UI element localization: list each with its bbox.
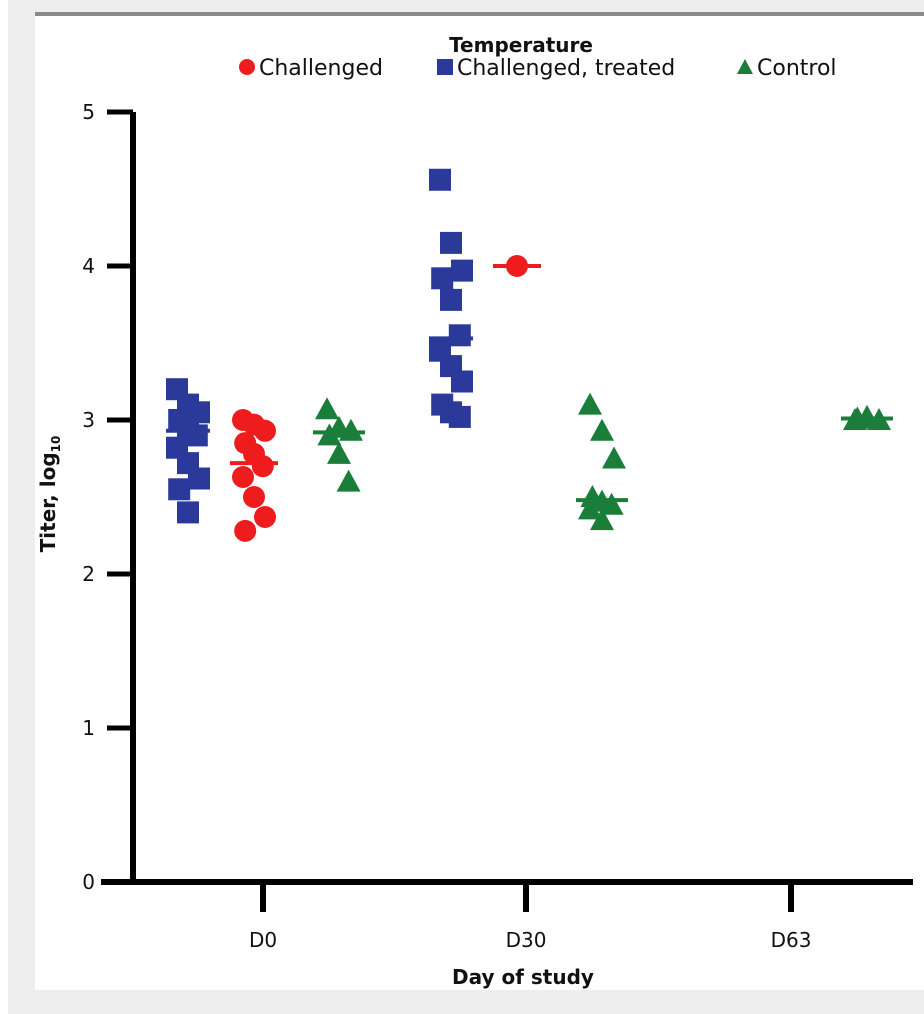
top-rule (35, 12, 924, 16)
data-point (315, 397, 339, 420)
data-point (188, 467, 210, 490)
y-axis-title-main: Titer, log (36, 452, 60, 552)
plot-panel: Temperature Challenged Challenged, treat… (35, 16, 924, 990)
y-tick-label: 0 (82, 870, 95, 894)
legend-title: Temperature (449, 33, 593, 57)
data-point (440, 288, 462, 311)
data-point (451, 370, 473, 393)
data-point (440, 231, 462, 254)
legend-challenged-marker (239, 59, 255, 75)
data-point (243, 486, 265, 508)
data-point (185, 424, 208, 447)
data-point (448, 405, 471, 428)
data-point (168, 478, 191, 501)
data-point (251, 455, 274, 478)
y-ticks: 0 1 2 3 4 5 (82, 100, 133, 894)
y-tick-label: 1 (82, 716, 95, 740)
series-circle (230, 255, 541, 542)
legend-treated-label: Challenged, treated (457, 56, 675, 81)
x-axis-title: Day of study (452, 965, 594, 989)
figure-panel: Temperature Challenged Challenged, treat… (8, 0, 924, 1014)
data-point (254, 506, 276, 529)
x-tick-label: D63 (771, 928, 812, 952)
y-tick-label: 3 (82, 408, 95, 432)
data-layer (166, 168, 893, 542)
y-tick-label: 4 (82, 254, 95, 278)
data-point (431, 267, 454, 290)
data-point (317, 423, 342, 446)
data-point (327, 441, 351, 464)
data-point (177, 501, 199, 524)
data-point (602, 446, 626, 469)
x-tick-label: D0 (249, 928, 277, 952)
x-ticks: D0 D30 D63 (249, 882, 811, 952)
data-point (590, 508, 614, 531)
y-axis-title-subscript: 10 (49, 436, 63, 453)
data-point (578, 497, 602, 520)
data-point (578, 392, 602, 415)
y-axis-title: Titer, log10 (36, 436, 63, 553)
data-point (254, 419, 276, 442)
legend-control-marker (737, 59, 753, 74)
data-point (336, 469, 361, 492)
data-point (590, 418, 614, 441)
y-tick-label: 2 (82, 562, 95, 586)
legend-treated-marker (437, 59, 453, 75)
series-square (166, 168, 473, 524)
data-point (339, 418, 363, 441)
y-tick-label: 5 (82, 100, 95, 124)
data-point (234, 519, 257, 542)
data-point (448, 324, 471, 347)
data-point (429, 168, 451, 191)
legend-control-label: Control (757, 56, 837, 81)
data-point (451, 259, 473, 282)
data-point (599, 492, 624, 515)
x-tick-label: D30 (506, 928, 547, 952)
legend: Temperature Challenged Challenged, treat… (239, 33, 837, 81)
series-triangle (313, 392, 893, 531)
data-point (232, 465, 254, 488)
legend-challenged-label: Challenged (259, 56, 383, 81)
chart-svg: Temperature Challenged Challenged, treat… (36, 33, 913, 989)
